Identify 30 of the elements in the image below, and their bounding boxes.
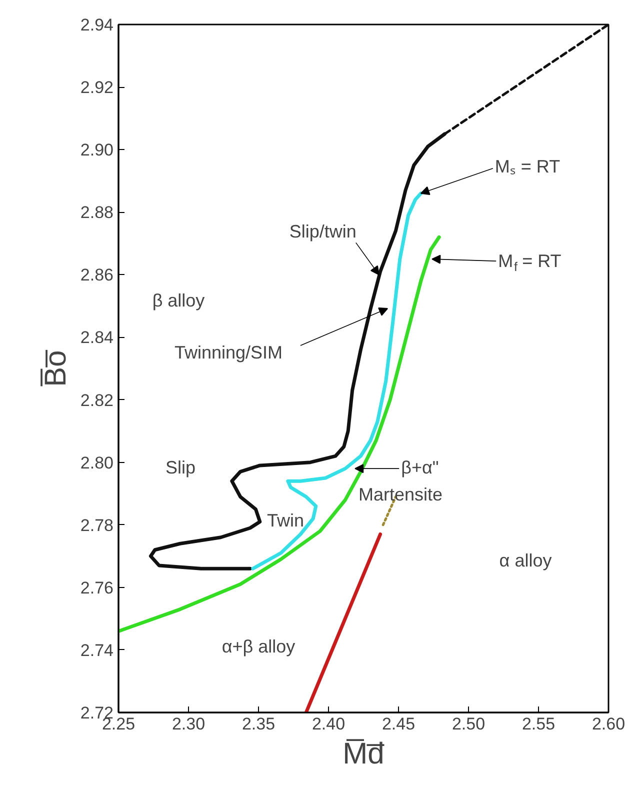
x-tick-label: 2.55	[522, 714, 556, 734]
annotation: Slip	[165, 458, 196, 478]
y-tick-label: 2.84	[80, 328, 114, 348]
y-tick-label: 2.80	[80, 453, 114, 472]
x-tick-label: 2.35	[242, 714, 276, 734]
y-axis-title: B̅o̅	[39, 350, 72, 387]
x-tick-label: 2.40	[312, 714, 346, 734]
annotation: Mₛ = RT	[494, 156, 560, 176]
y-tick-label: 2.94	[80, 16, 114, 34]
y-tick-label: 2.78	[80, 516, 114, 535]
annotation: Slip/twin	[289, 222, 356, 242]
annotation: Twin	[266, 510, 304, 530]
annotation: β alloy	[152, 290, 205, 310]
annotation: Martensite	[358, 484, 443, 504]
y-tick-label: 2.74	[80, 640, 114, 660]
x-tick-label: 2.50	[452, 714, 486, 734]
y-tick-label: 2.82	[80, 390, 114, 410]
y-tick-label: 2.76	[80, 578, 114, 598]
annotation: α alloy	[499, 550, 552, 570]
x-axis-title: M̅d̅	[342, 738, 385, 770]
annotation: α+β alloy	[222, 636, 296, 656]
x-tick-label: 2.30	[172, 714, 206, 734]
x-tick-label: 2.60	[592, 714, 626, 734]
y-tick-label: 2.88	[80, 203, 114, 222]
x-tick-label: 2.45	[382, 714, 416, 734]
annotation: β+α"	[401, 458, 439, 478]
annotation: Twinning/SIM	[174, 342, 283, 362]
y-tick-label: 2.92	[80, 78, 114, 98]
y-tick-label: 2.86	[80, 266, 114, 285]
y-tick-label: 2.90	[80, 140, 114, 160]
